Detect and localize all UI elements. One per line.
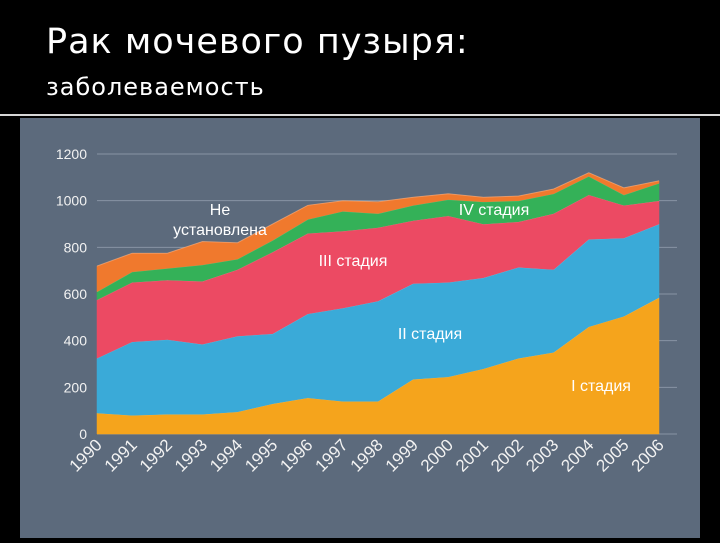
y-tick-label: 400 bbox=[64, 333, 88, 349]
series-label: I стадия bbox=[571, 378, 631, 395]
y-axis-ticks: 0 200 400 600 800 1000 1200 bbox=[56, 146, 87, 442]
series-label: II стадия bbox=[398, 326, 462, 343]
area-series-4 bbox=[96, 172, 660, 293]
y-tick-label: 0 bbox=[79, 426, 87, 442]
stacked-areas bbox=[96, 172, 660, 435]
series-label: установлена bbox=[173, 222, 267, 239]
series-labels: Не установлена IV стадия III стадия II стади… bbox=[173, 202, 631, 395]
y-tick-label: 1200 bbox=[56, 146, 87, 162]
area-edge-4 bbox=[96, 172, 660, 267]
chart-panel: 0 200 400 600 800 1000 1200 1990 1991 1992 1993 19… bbox=[20, 118, 700, 538]
y-tick-label: 1000 bbox=[56, 193, 87, 209]
y-tick-label: 200 bbox=[64, 379, 88, 395]
page-subtitle: заболеваемость bbox=[46, 73, 265, 101]
series-label: III стадия bbox=[319, 253, 388, 270]
y-tick-label: 800 bbox=[64, 239, 88, 255]
series-label: Не bbox=[210, 202, 231, 219]
title-divider bbox=[0, 114, 720, 116]
y-tick-label: 600 bbox=[64, 286, 88, 302]
page-title: Рак мочевого пузыря: bbox=[46, 22, 469, 62]
series-label: IV стадия bbox=[459, 202, 530, 219]
